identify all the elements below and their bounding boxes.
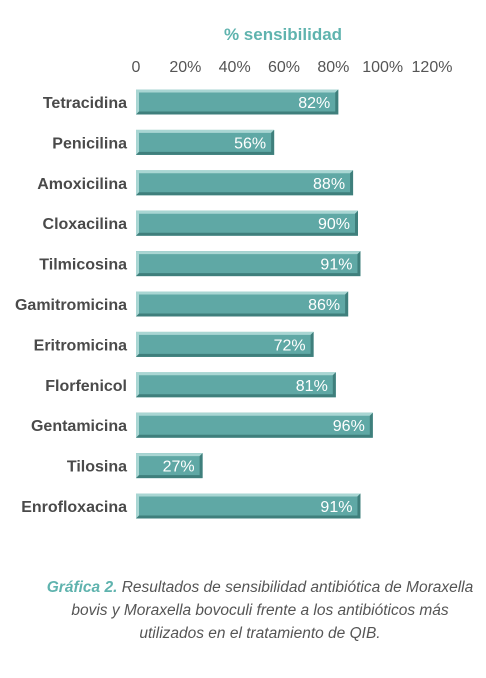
bar-value-label: 96% bbox=[333, 418, 365, 435]
bar bbox=[136, 170, 354, 196]
bar bbox=[136, 129, 275, 155]
bar-bevel-highlight bbox=[136, 251, 361, 277]
bar-bevel-shadow bbox=[136, 251, 361, 277]
bar-bevel-highlight bbox=[136, 210, 358, 236]
chart-title: % sensibilidad bbox=[224, 25, 342, 44]
bar bbox=[136, 291, 349, 317]
bar-bevel-shadow bbox=[136, 291, 349, 317]
caption-label: Gráfica 2. bbox=[46, 579, 118, 596]
category-label: Eritromicina bbox=[34, 337, 127, 354]
x-axis-ticks: 0 20% 40% 60% 80% 100% 120% bbox=[132, 59, 453, 76]
bar-value-label: 88% bbox=[313, 176, 345, 193]
bars: Tetracidina 82% Penicilina 56% Amoxicilina 88… bbox=[15, 89, 373, 519]
bar-value-label: 90% bbox=[318, 216, 350, 233]
bar bbox=[136, 412, 373, 438]
bar bbox=[136, 331, 314, 357]
bar-value-label: 27% bbox=[163, 459, 195, 476]
bar-bevel-highlight bbox=[136, 291, 349, 317]
x-tick-label: 0 bbox=[132, 59, 141, 76]
bar-bevel-shadow bbox=[136, 129, 275, 155]
bar bbox=[136, 372, 336, 398]
bar-bevel-shadow bbox=[136, 372, 336, 398]
bar-bevel-shadow bbox=[136, 493, 361, 519]
bar-value-label: 56% bbox=[234, 135, 266, 152]
bar bbox=[136, 210, 358, 236]
bar-bevel-highlight bbox=[136, 89, 339, 115]
bar-bevel-highlight bbox=[136, 331, 314, 357]
bar-bevel-highlight bbox=[136, 453, 203, 479]
bar-bevel-highlight bbox=[136, 129, 275, 155]
category-label: Tetracidina bbox=[43, 95, 127, 112]
x-tick-label: 100% bbox=[362, 59, 403, 76]
category-label: Tilosina bbox=[67, 459, 127, 476]
bar-bevel-shadow bbox=[136, 412, 373, 438]
caption-text: Resultados de sensibilidad antibiótica d… bbox=[71, 579, 474, 642]
x-tick-label: 80% bbox=[317, 59, 349, 76]
category-label: Amoxicilina bbox=[37, 176, 127, 193]
category-label: Florfenicol bbox=[45, 378, 127, 395]
x-tick-label: 40% bbox=[219, 59, 251, 76]
bar-value-label: 82% bbox=[298, 95, 330, 112]
bar-value-label: 91% bbox=[320, 257, 352, 274]
x-tick-label: 20% bbox=[169, 59, 201, 76]
bar-bevel-shadow bbox=[136, 170, 354, 196]
category-label: Enrofloxacina bbox=[21, 499, 127, 516]
bar-chart: % sensibilidad 0 20% 40% 60% 80% 100% 120% Tet… bbox=[15, 25, 453, 519]
x-tick-label: 120% bbox=[412, 59, 453, 76]
bar-bevel-highlight bbox=[136, 372, 336, 398]
category-label: Tilmicosina bbox=[39, 257, 127, 274]
x-tick-label: 60% bbox=[268, 59, 300, 76]
bar-bevel-highlight bbox=[136, 493, 361, 519]
bar-bevel-highlight bbox=[136, 412, 373, 438]
bar-value-label: 72% bbox=[274, 337, 306, 354]
bar bbox=[136, 251, 361, 277]
bar-value-label: 81% bbox=[296, 378, 328, 395]
category-label: Gentamicina bbox=[31, 418, 127, 435]
bar-value-label: 86% bbox=[308, 297, 340, 314]
bar-bevel-shadow bbox=[136, 210, 358, 236]
bar bbox=[136, 89, 339, 115]
bar bbox=[136, 453, 203, 479]
figure-caption: Gráfica 2. Resultados de sensibilidad an… bbox=[40, 576, 480, 645]
bar-bevel-highlight bbox=[136, 170, 354, 196]
bar-bevel-shadow bbox=[136, 453, 203, 479]
bar-value-label: 91% bbox=[320, 499, 352, 516]
bar bbox=[136, 493, 361, 519]
category-label: Penicilina bbox=[52, 135, 127, 152]
category-label: Gamitromicina bbox=[15, 297, 127, 314]
category-label: Cloxacilina bbox=[43, 216, 128, 233]
bar-bevel-shadow bbox=[136, 331, 314, 357]
bar-bevel-shadow bbox=[136, 89, 339, 115]
